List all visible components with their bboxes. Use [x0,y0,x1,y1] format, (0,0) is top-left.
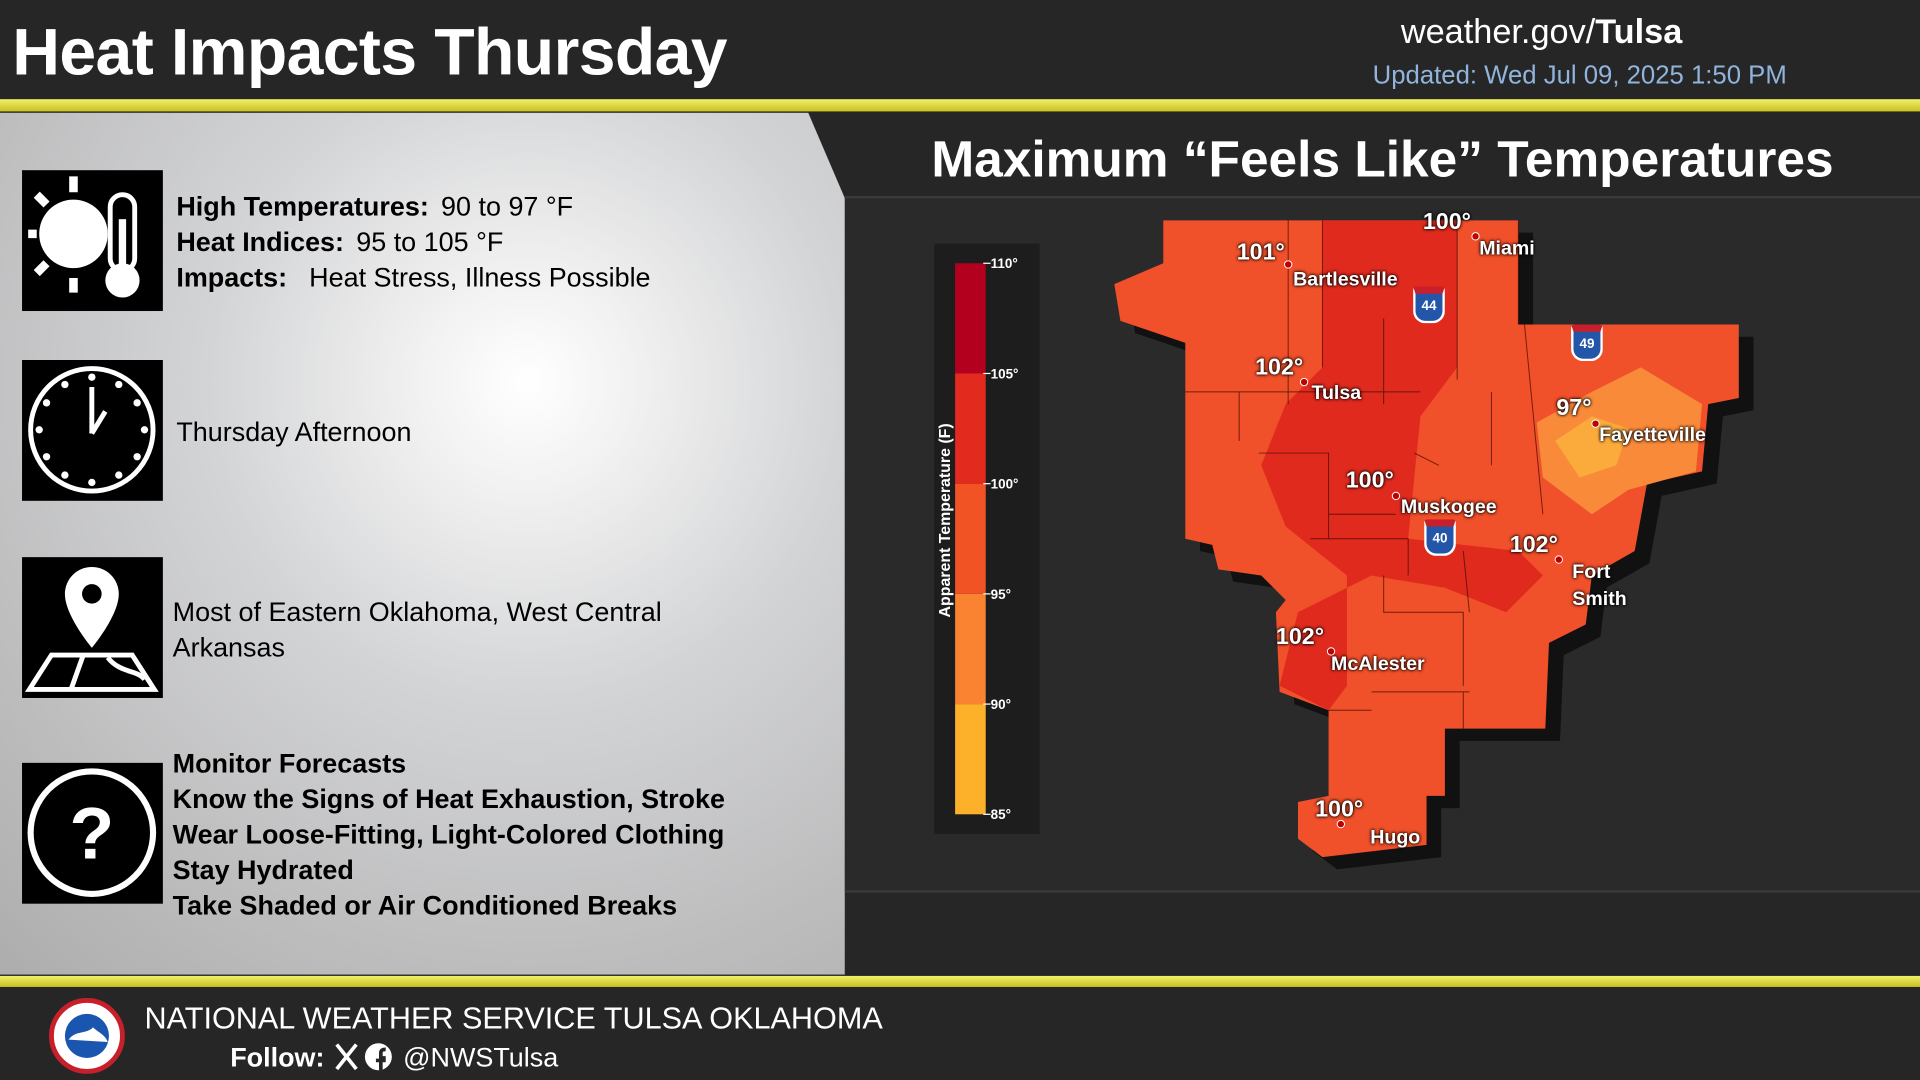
website: weather.gov/Tulsa [1401,12,1682,51]
region-coolest [1555,416,1629,478]
legend-tick-label: 100° [991,477,1019,492]
city-temp: 102° [1255,355,1304,381]
city-name: Fayetteville [1599,424,1706,446]
city-temp: 100° [1315,797,1364,823]
location: Most of Eastern Oklahoma, West Central A… [172,596,662,663]
legend-band [955,483,986,594]
location-icon [22,557,163,698]
legend-tick-label: 110° [991,256,1018,271]
condition-label: Heat Indices: [176,226,345,258]
city-temp: 100° [1345,467,1394,494]
city-dot [1391,491,1401,501]
city-name: Muskogee [1400,497,1497,518]
legend-tick-label: 85° [991,807,1011,822]
condition-text: Heat Stress, Illness Possible [309,262,651,293]
condition-label: High Temperatures: [176,191,429,222]
condition-label: Impacts: [176,262,288,293]
action: Take Shaded or Air Conditioned Breaks [172,890,678,921]
timing: Thursday Afternoon [176,416,412,447]
site-prefix: weather.gov/ [1400,12,1596,51]
city-temp: 102° [1509,532,1558,559]
follow: Follow: @NWSTulsa [230,1042,558,1074]
agency: NATIONAL WEATHER SERVICE TULSA OKLAHOMA [144,1001,883,1036]
interstate-shield: 40 [1424,519,1456,556]
city-name: Bartlesville [1293,269,1398,291]
updated: Updated: Wed Jul 09, 2025 1:50 PM [1372,61,1787,90]
legend-tick-label: 90° [991,697,1011,712]
follow-label: Follow: [230,1042,325,1073]
interstate-shield: 44 [1413,286,1445,324]
city-name: Fort Smith [1572,562,1627,610]
actions: Monitor Forecasts Know the Signs of Heat … [173,746,725,924]
city-dot [1471,232,1480,241]
sun-icon [22,170,163,312]
footer-divider [0,975,1920,987]
social-icons [335,1043,392,1071]
legend-tick-label: 95° [991,587,1011,602]
action: Monitor Forecasts [172,748,407,779]
svg-text:?: ? [69,791,114,874]
legend-band [955,593,986,705]
legend-band [955,263,986,374]
conditions: High Temperatures: 90 to 97 °F Heat Indice… [176,189,650,296]
city-name: McAlester [1331,653,1425,675]
nws-logo [48,997,125,1074]
city-temp: 101° [1236,240,1285,266]
region-hot [1261,220,1543,711]
action: Wear Loose-Fitting, Light-Colored Clothi… [172,819,725,850]
condition: Heat Indices: 95 to 105 °F [176,224,650,260]
interstate-shield: 49 [1571,324,1603,362]
action: Stay Hydrated [172,854,354,886]
city-dot [1299,377,1309,387]
map-title: Maximum “Feels Like” Temperatures [931,129,1834,188]
site-office: Tulsa [1595,12,1683,51]
title: Heat Impacts Thursday [12,15,727,90]
city-name: Hugo [1370,827,1421,849]
legend-band [955,704,986,815]
condition: High Temperatures: 90 to 97 °F [176,189,650,225]
city-name: Miami [1479,238,1535,260]
question-icon: ? [22,762,163,904]
county-lines [1185,220,1544,729]
city-dot [1554,555,1563,564]
city-dot [1326,647,1336,656]
divider [0,99,1920,112]
condition: Impacts: Heat Stress, Illness Possible [176,260,650,296]
city-dot [1591,419,1600,428]
legend-band [955,373,986,484]
city-name: Tulsa [1311,383,1362,405]
city-temp: 100° [1422,209,1472,236]
legend-label: Apparent Temperature (F) [937,423,954,617]
condition-text: 90 to 97 °F [441,191,574,222]
city-temp: 102° [1275,624,1325,651]
city-dot [1284,260,1293,269]
condition-text: 95 to 105 °F [356,226,504,258]
handle: @NWSTulsa [403,1042,559,1073]
action: Know the Signs of Heat Exhaustion, Strok… [172,783,725,815]
legend-box [934,243,1040,834]
clock-icon [22,360,163,501]
city-dot [1336,819,1345,829]
city-temp: 97° [1556,395,1592,422]
legend-tick-label: 105° [991,366,1019,381]
